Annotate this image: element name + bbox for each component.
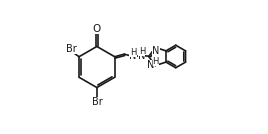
Text: N: N <box>129 51 137 62</box>
Text: N: N <box>147 59 154 70</box>
Text: H: H <box>152 57 159 66</box>
Text: N: N <box>138 51 145 61</box>
Text: O: O <box>93 24 101 34</box>
Text: Br: Br <box>92 97 103 107</box>
Text: Br: Br <box>66 44 77 54</box>
Text: H: H <box>139 47 145 56</box>
Text: H: H <box>130 48 136 57</box>
Text: N: N <box>152 46 160 56</box>
